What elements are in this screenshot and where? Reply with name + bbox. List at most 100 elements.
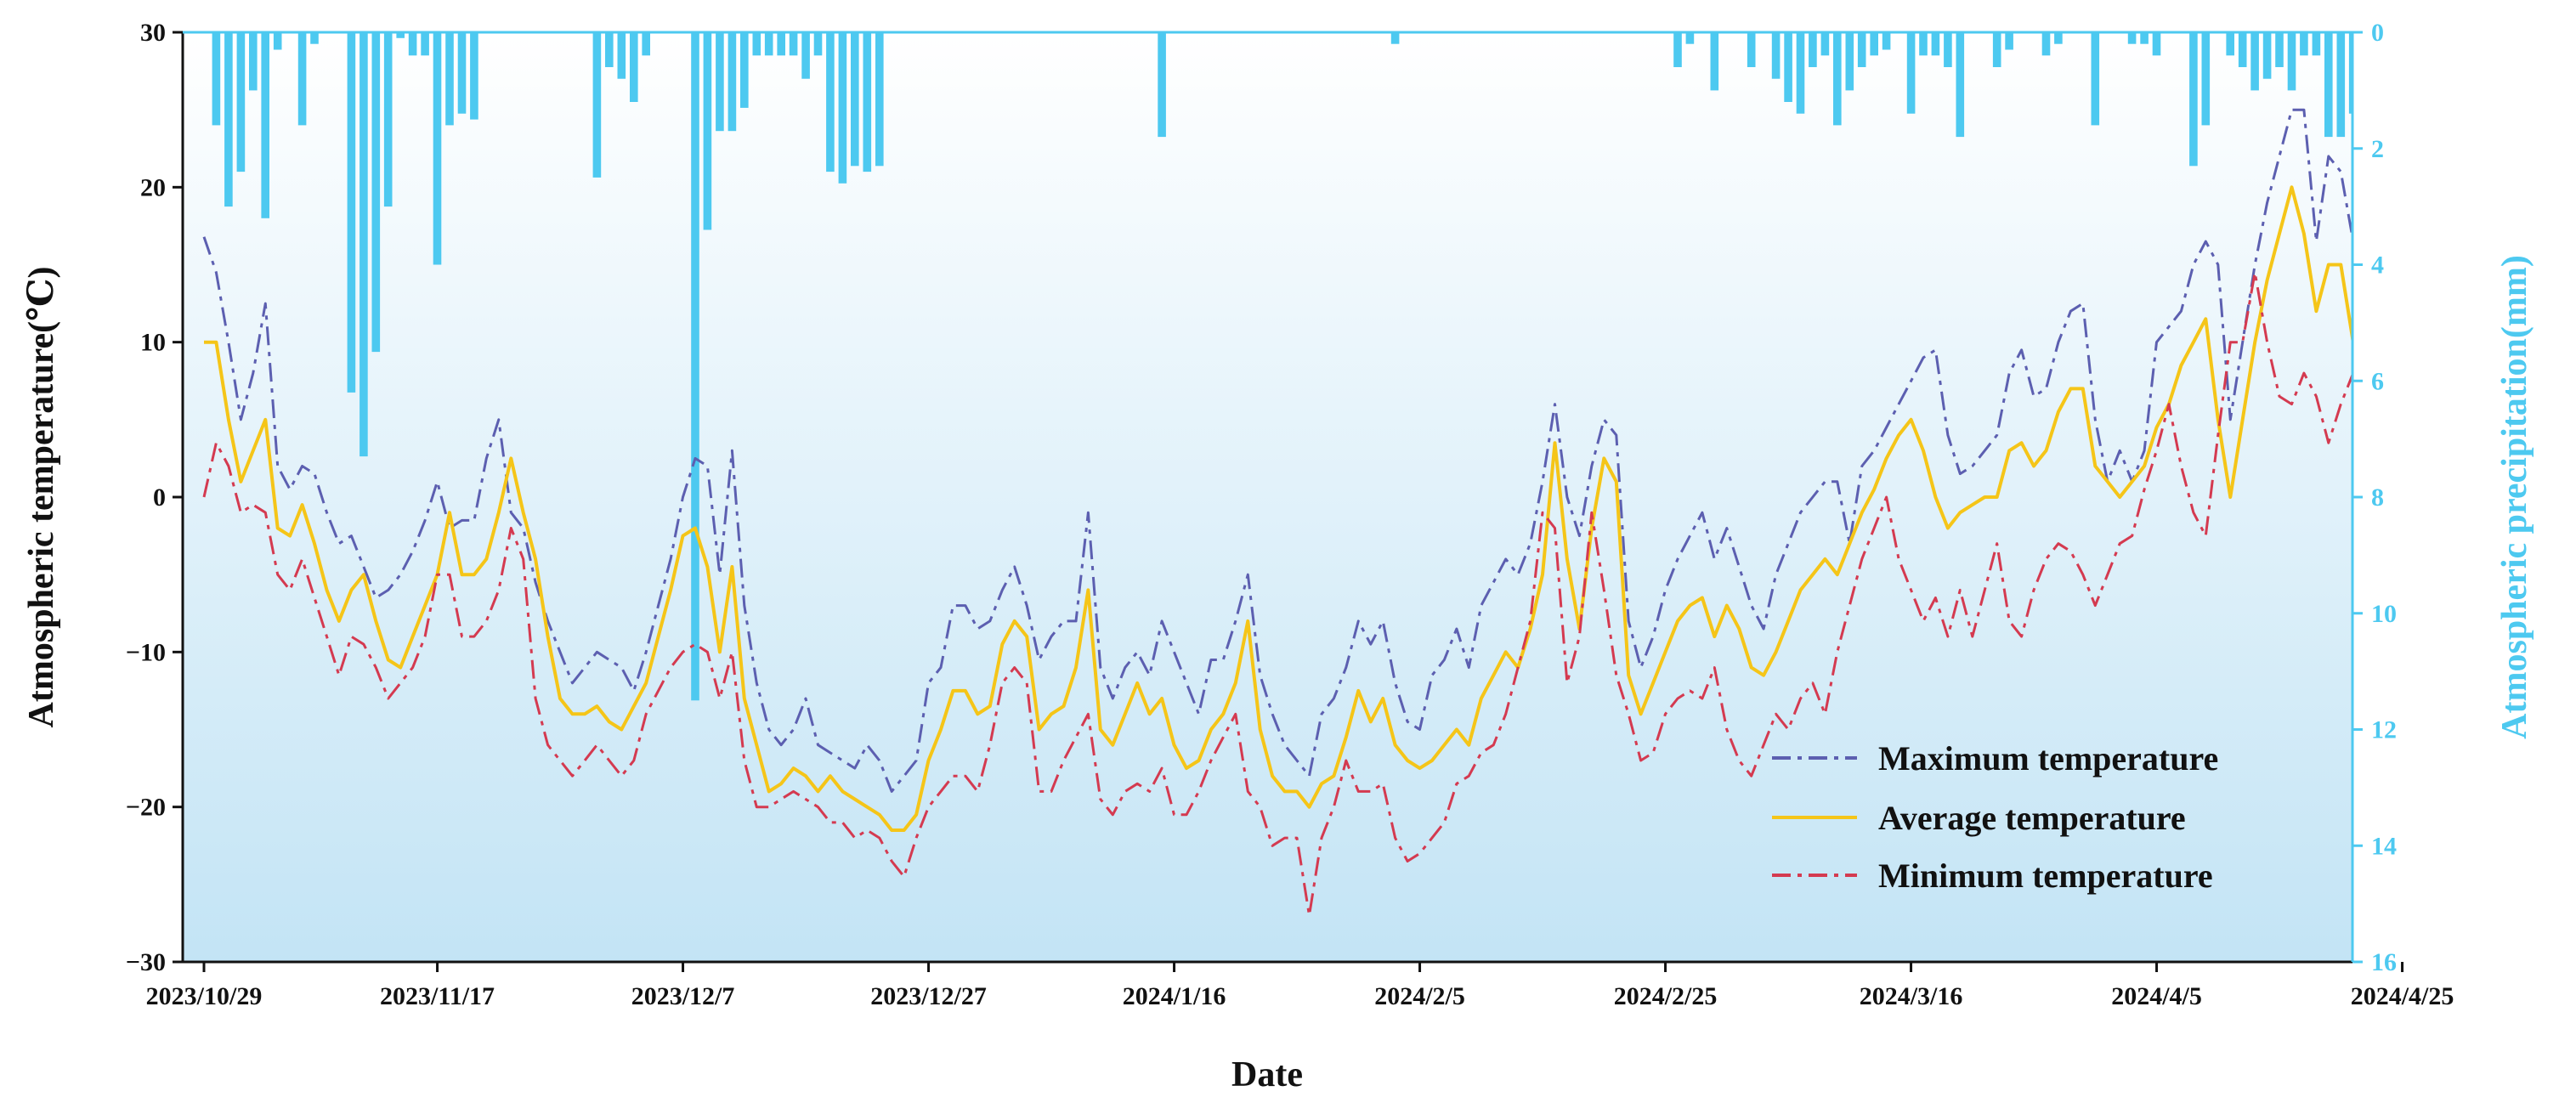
precip-bar	[2189, 32, 2198, 167]
left-axis-title: Atmospheric temperature(℃)	[22, 267, 61, 728]
precip-bar	[728, 32, 737, 132]
precip-bar	[1931, 32, 1940, 56]
right-axis-title: Atmospheric precipitation(mm)	[2495, 255, 2534, 739]
precip-bar	[2460, 32, 2468, 143]
precip-bar	[777, 32, 785, 56]
precip-bar	[2250, 32, 2259, 91]
precip-bar	[347, 32, 356, 393]
precip-bar	[2361, 32, 2369, 160]
precip-bar	[2005, 32, 2013, 50]
precip-bar	[1857, 32, 1866, 67]
precip-bar	[813, 32, 823, 56]
right-tick-label: 12	[2371, 716, 2397, 744]
precip-bar	[801, 32, 810, 79]
precip-bar	[1956, 32, 1965, 138]
precip-bar	[592, 32, 602, 178]
left-tick-label: 10	[140, 329, 166, 357]
precip-bar	[2300, 32, 2308, 56]
x-axis-ticks: 2023/10/29 2023/11/17 2023/12/7 2023/12/27 2…	[146, 962, 2454, 1010]
right-tick-label: 8	[2371, 483, 2384, 512]
precip-bar	[2484, 32, 2493, 125]
precip-bar	[249, 32, 258, 91]
precip-bar	[716, 32, 724, 132]
precip-bar	[421, 32, 429, 56]
precip-bar	[2435, 32, 2443, 67]
x-tick-label: 2024/3/16	[1860, 982, 1963, 1010]
x-tick-label: 2023/12/27	[870, 982, 987, 1010]
precip-bar	[2127, 32, 2137, 44]
precip-bar	[2287, 32, 2296, 91]
precip-bar	[2226, 32, 2234, 56]
left-tick-label: −10	[126, 638, 166, 666]
precip-bar	[2324, 32, 2333, 138]
x-tick-label: 2024/1/16	[1123, 982, 1226, 1010]
right-tick-label: 0	[2371, 19, 2384, 47]
precip-bar	[789, 32, 798, 56]
precip-bar	[2398, 32, 2407, 102]
precip-bar	[1784, 32, 1792, 102]
precip-bar	[383, 32, 393, 207]
precip-bar	[1992, 32, 2001, 67]
precip-bar	[1809, 32, 1817, 67]
precip-bar	[1833, 32, 1842, 126]
right-tick-label: 4	[2371, 252, 2384, 280]
precip-bar	[2041, 32, 2051, 56]
series-line-min	[202, 271, 2352, 917]
precip-bar	[273, 32, 282, 50]
left-tick-label: −30	[126, 948, 166, 976]
left-tick-label: 20	[140, 173, 166, 201]
x-tick-label: 2024/4/25	[2351, 982, 2454, 1010]
legend-avg-label: Average temperature	[1878, 799, 2186, 837]
precip-bar	[371, 32, 381, 353]
precip-bar	[1710, 32, 1719, 91]
x-tick-label: 2023/10/29	[146, 982, 263, 1010]
precip-bar	[1944, 32, 1952, 67]
right-tick-label: 16	[2371, 948, 2397, 976]
precip-bar	[630, 32, 638, 102]
precip-bar	[838, 32, 847, 184]
precip-bar	[2262, 32, 2272, 79]
legend-min-label: Minimum temperature	[1878, 857, 2213, 895]
right-tick-label: 6	[2371, 367, 2384, 395]
precip-bar	[261, 32, 269, 218]
precip-bar	[1820, 32, 1830, 56]
precip-bar	[2471, 32, 2480, 114]
right-tick-label: 2	[2371, 135, 2384, 163]
precip-bar	[2054, 32, 2063, 44]
x-tick-label: 2024/2/5	[1374, 982, 1465, 1010]
precip-bar	[1796, 32, 1805, 114]
precip-bar	[1158, 32, 1166, 138]
x-tick-label: 2023/11/17	[380, 982, 495, 1010]
precip-bar	[2312, 32, 2321, 56]
precip-bar	[2091, 32, 2100, 126]
precip-bar	[740, 32, 749, 108]
precip-bar	[875, 32, 884, 167]
right-axis-ticks: 0 2 4 6 8 10 12 14 16	[2352, 19, 2397, 976]
precip-bar	[224, 32, 233, 207]
precip-bar	[2140, 32, 2149, 44]
precip-bar	[642, 32, 650, 56]
precip-bar	[408, 32, 417, 56]
x-axis-title: Date	[1231, 1055, 1303, 1094]
precip-bar	[445, 32, 454, 126]
precip-bar	[2152, 32, 2161, 56]
temperature-lines	[202, 108, 2352, 917]
x-tick-label: 2024/4/5	[2111, 982, 2202, 1010]
legend: Maximum temperature Average temperature …	[1772, 739, 2218, 895]
precip-bar	[1747, 32, 1756, 67]
left-tick-label: −20	[126, 794, 166, 822]
precip-bar	[457, 32, 467, 114]
series-line-avg	[204, 185, 2352, 832]
left-axis-ticks: 30 20 10 0 −10 −20 −30	[126, 19, 183, 976]
left-tick-label: 30	[140, 19, 166, 47]
precip-bar	[1870, 32, 1878, 56]
precip-bar	[1685, 32, 1695, 44]
precip-bar	[2534, 32, 2542, 44]
precip-bar	[605, 32, 614, 67]
precip-bar	[1845, 32, 1854, 91]
precip-bar	[826, 32, 835, 172]
precip-bar	[2201, 32, 2211, 126]
precip-bar	[2545, 32, 2554, 44]
precip-bar	[2496, 32, 2505, 79]
